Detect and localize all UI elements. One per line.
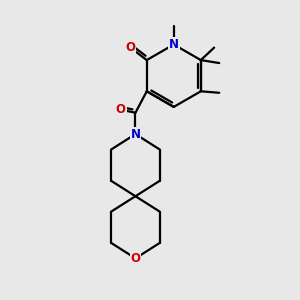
Text: O: O xyxy=(116,103,126,116)
Text: O: O xyxy=(125,41,135,54)
Text: O: O xyxy=(130,252,140,265)
Text: N: N xyxy=(169,38,179,51)
Text: N: N xyxy=(130,128,140,141)
